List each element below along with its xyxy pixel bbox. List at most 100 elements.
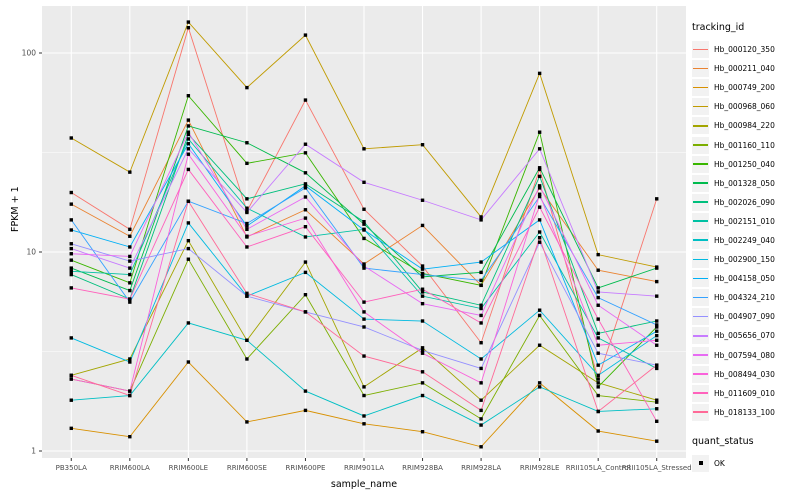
data-point [303, 270, 308, 275]
data-point [420, 351, 425, 355]
data-point [69, 246, 73, 251]
data-point [69, 258, 73, 262]
data-point [186, 94, 191, 98]
data-point [362, 317, 366, 321]
data-point [186, 132, 191, 137]
data-point [69, 426, 73, 431]
data-point [655, 343, 659, 347]
legend-key-line-icon [692, 60, 709, 78]
data-point [362, 222, 366, 226]
data-point [128, 393, 132, 398]
data-point [537, 235, 542, 240]
data-point [186, 118, 191, 122]
data-point [596, 381, 600, 385]
data-point [245, 234, 249, 238]
legend-key-line-icon [692, 98, 709, 116]
data-point [479, 313, 483, 318]
data-point [479, 357, 483, 361]
legend-item-label: Hb_002249_040 [714, 235, 775, 245]
data-point [186, 199, 191, 203]
legend-key-line-icon [692, 231, 709, 249]
legend-item-label: Hb_001250_040 [714, 159, 775, 169]
data-point [537, 192, 542, 196]
data-point [186, 246, 191, 251]
legend-key-line-icon [692, 289, 709, 307]
data-point [537, 313, 542, 318]
data-point [186, 142, 191, 146]
legend-item-label: Hb_004158_050 [714, 274, 775, 284]
quant-legend: quant_status OK [692, 436, 798, 473]
data-point [596, 409, 600, 414]
data-point [128, 254, 132, 259]
legend-item-label: Hb_002900_150 [714, 255, 775, 265]
legend-item: Hb_008494_030 [692, 365, 798, 384]
data-point [245, 206, 249, 210]
data-point [245, 85, 249, 90]
data-point [245, 338, 249, 342]
data-point [128, 227, 132, 232]
data-point [479, 260, 483, 264]
data-point [128, 389, 132, 393]
data-point [303, 225, 308, 229]
data-point [479, 215, 483, 219]
data-point [245, 420, 249, 424]
data-point [186, 238, 191, 243]
data-point [596, 343, 600, 347]
data-point [479, 408, 483, 413]
data-point [362, 385, 366, 389]
data-point [245, 224, 249, 228]
data-point [479, 283, 483, 288]
legend-key-line-icon [692, 308, 709, 326]
data-point [362, 228, 366, 232]
data-point [596, 377, 600, 381]
data-point [655, 266, 659, 270]
legend-item: Hb_001250_040 [692, 155, 798, 174]
x-axis-tick-label: RRIM600SE [227, 464, 267, 472]
data-point [128, 266, 132, 270]
x-axis-tick-label: RRII105LA_Stressed [622, 464, 692, 472]
data-point [537, 385, 542, 389]
legend-item-label: Hb_001328_050 [714, 178, 775, 188]
data-point [186, 147, 191, 151]
data-point [537, 308, 542, 312]
data-point [362, 262, 366, 266]
legend-key-line-icon [692, 174, 709, 192]
data-point [537, 381, 542, 385]
data-point [69, 266, 73, 270]
data-point [479, 417, 483, 421]
data-point [128, 360, 132, 364]
x-axis-tick-label: RRIM600LE [169, 464, 209, 472]
legend-key-line-icon [692, 346, 709, 364]
legend-item-label: Hb_000984_220 [714, 121, 775, 131]
data-point [655, 419, 659, 424]
data-point [362, 236, 366, 241]
data-point [537, 174, 542, 179]
data-point [245, 161, 249, 166]
data-point [128, 288, 132, 293]
data-point [420, 198, 425, 202]
data-point [479, 341, 483, 345]
legend-item-label: Hb_000968_060 [714, 102, 775, 112]
tracking-legend-items: Hb_000120_350 Hb_000211_040 Hb_000749_200 H… [692, 40, 798, 422]
data-point [596, 295, 600, 300]
legend-item-label: Hb_007594_080 [714, 350, 775, 360]
y-axis-tick-label: 10 [26, 248, 36, 257]
x-axis-tick-label: RRIM928LE [520, 464, 560, 472]
data-point [362, 393, 366, 398]
legend-item-label: Hb_000120_350 [714, 45, 775, 55]
data-point [596, 268, 600, 272]
data-point [420, 267, 425, 271]
x-axis-tick-label: RRIM600LA [110, 464, 150, 472]
data-point [537, 147, 542, 151]
data-point [655, 333, 659, 338]
data-point [186, 321, 191, 325]
data-point [362, 264, 366, 268]
data-point [362, 207, 366, 211]
data-point [245, 141, 249, 145]
y-axis-tick-label: 100 [22, 49, 37, 58]
legend-item: Hb_011609_010 [692, 384, 798, 403]
legend-item-label: Hb_004324_210 [714, 293, 775, 303]
legend-item: Hb_002026_090 [692, 193, 798, 212]
legend-item: Hb_004907_090 [692, 307, 798, 326]
